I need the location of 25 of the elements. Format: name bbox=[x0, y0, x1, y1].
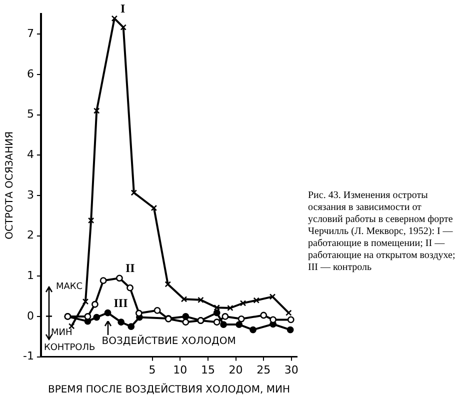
series-label: III bbox=[114, 296, 128, 310]
x-tick-label: 30 bbox=[284, 363, 298, 376]
y-tick-label: 5 bbox=[26, 108, 34, 121]
annotation: ВОЗДЕЙСТВИЕ ХОЛОДОМ bbox=[102, 336, 236, 346]
y-tick-label: 0 bbox=[26, 309, 34, 322]
annotation: МИН bbox=[50, 328, 72, 340]
x-tick-label: 5 bbox=[148, 363, 156, 376]
x-tick-label: 20 bbox=[228, 363, 243, 376]
annotation: МАКС bbox=[56, 282, 83, 294]
y-tick-label: 4 bbox=[26, 148, 34, 162]
x-tick-label: 10 bbox=[173, 363, 188, 376]
x-axis-title: ВРЕМЯ ПОСЛЕ ВОЗДЕЙСТВИЯ ХОЛОДОМ, МИН bbox=[48, 382, 290, 396]
annotation: КОНТРОЛЬ bbox=[44, 342, 96, 354]
y-tick-label: -1 bbox=[23, 350, 34, 363]
text: Рис. 43. Изменения остроты осязания в зависимости от условий работы в северном форте Черчилль (Л. Мекворс, 1952): I — работающие в помещении; II — работающие на открытом воздухе; III — контроль bbox=[308, 190, 456, 274]
y-tick-label: 6 bbox=[26, 67, 34, 80]
x-tick-label: 25 bbox=[256, 363, 271, 376]
x-tick-label: 15 bbox=[200, 363, 215, 376]
y-tick-label: 3 bbox=[26, 188, 34, 202]
y-axis-title: ОСТРОТА ОСЯЗАНИЯ bbox=[4, 131, 16, 240]
y-tick-label: 1 bbox=[26, 269, 34, 282]
y-tick-label: 2 bbox=[26, 228, 34, 242]
series-label: I bbox=[120, 1, 126, 16]
y-tick-label: 7 bbox=[26, 27, 34, 40]
series-label: II bbox=[125, 261, 136, 276]
